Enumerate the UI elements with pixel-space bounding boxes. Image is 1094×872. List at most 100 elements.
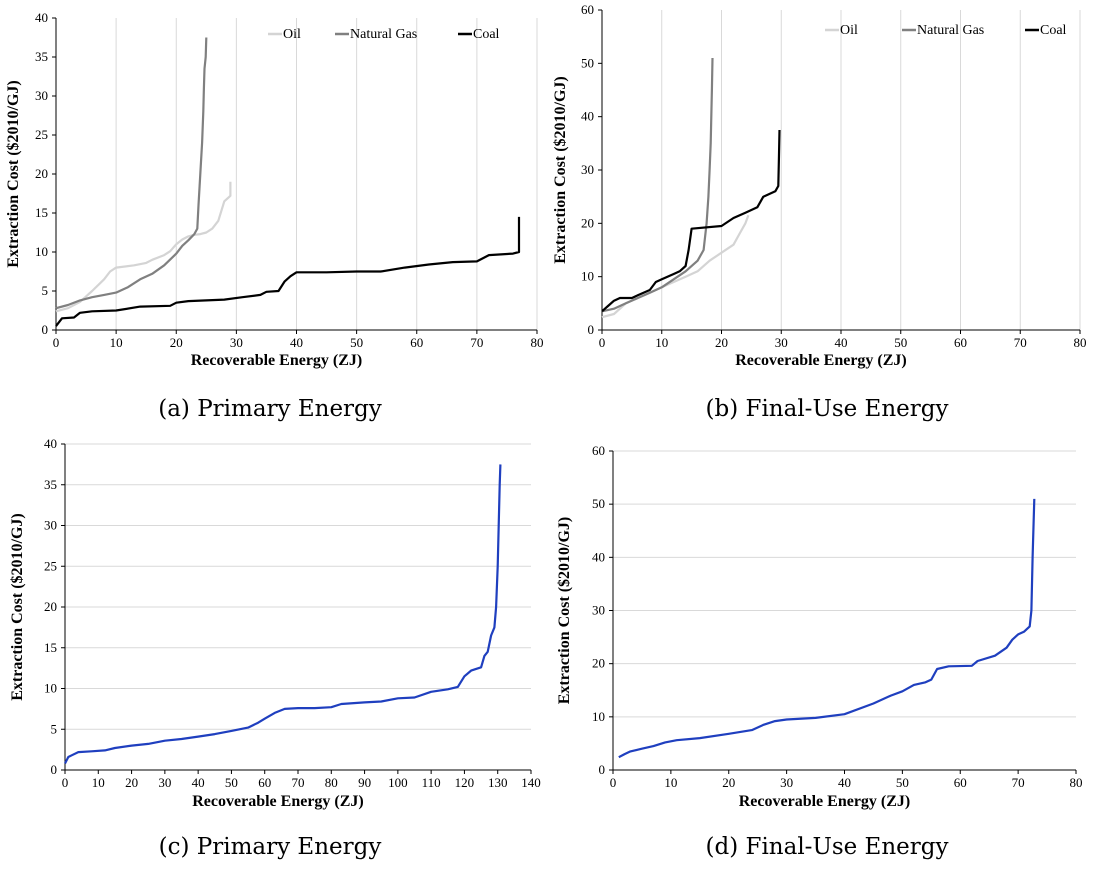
legend-label: Natural Gas	[350, 27, 417, 42]
y-tick-label: 35	[44, 477, 57, 492]
x-tick-label: 0	[53, 335, 60, 350]
caption-a: (a) Primary Energy	[158, 396, 382, 422]
x-tick-label: 120	[455, 775, 475, 790]
caption-c: (c) Primary Energy	[158, 834, 382, 860]
x-tick-label: 80	[325, 775, 338, 790]
y-tick-label: 10	[592, 709, 605, 724]
y-tick-label: 35	[35, 49, 48, 64]
y-tick-label: 0	[51, 762, 58, 777]
y-tick-label: 30	[581, 162, 594, 177]
x-tick-label: 90	[358, 775, 371, 790]
x-tick-label: 40	[290, 335, 303, 350]
x-axis-label: Recoverable Energy (ZJ)	[735, 352, 907, 369]
x-tick-label: 0	[62, 775, 69, 790]
caption-b: (b) Final-Use Energy	[705, 396, 949, 422]
y-tick-label: 20	[35, 166, 48, 181]
x-tick-label: 50	[225, 775, 238, 790]
chart-panel-c: 0 10 20 30 40 50 60 70 80 90 100 110 120 130 140 0 5 10 15…	[0, 436, 547, 826]
x-tick-label: 60	[258, 775, 271, 790]
series-line-natural-gas	[55, 37, 208, 310]
y-tick-label: 40	[581, 109, 594, 124]
x-tick-label: 110	[422, 775, 441, 790]
x-tick-label: 20	[715, 335, 728, 350]
caption-d: (d) Final-Use Energy	[705, 834, 949, 860]
x-tick-label: 0	[599, 335, 606, 350]
chart-svg-d: 0 10 20 30 40 50 60 70 80 0 10 20 30 40 50 60 Recoverabl…	[556, 443, 1083, 810]
x-tick-label: 0	[610, 775, 617, 790]
y-tick-label: 50	[592, 496, 605, 511]
x-tick-label: 70	[470, 335, 483, 350]
y-tick-label: 20	[592, 656, 605, 671]
y-tick-label: 30	[592, 603, 605, 618]
y-tick-label: 30	[35, 88, 48, 103]
chart-svg-a: 0 10 20 30 40 50 60 70 80 0 5 10 15 20 25 30 35 40 Recover…	[5, 10, 544, 369]
x-tick-label: 60	[954, 775, 967, 790]
y-tick-label: 50	[581, 55, 594, 70]
legend-label: Natural Gas	[917, 23, 984, 38]
chart-panel-d: 0 10 20 30 40 50 60 70 80 0 10 20 30 40 50 60 Recoverabl…	[547, 436, 1094, 826]
y-tick-label: 0	[599, 762, 606, 777]
x-tick-label: 60	[410, 335, 423, 350]
series-line	[618, 498, 1036, 759]
x-tick-label: 10	[655, 335, 668, 350]
x-tick-label: 40	[835, 335, 848, 350]
y-tick-label: 40	[35, 10, 48, 25]
x-tick-label: 10	[92, 775, 105, 790]
y-tick-label: 15	[44, 640, 57, 655]
x-tick-label: 80	[531, 335, 544, 350]
x-tick-label: 50	[894, 335, 907, 350]
y-tick-label: 5	[42, 283, 49, 298]
x-tick-label: 60	[954, 335, 967, 350]
legend-label: Coal	[473, 27, 500, 42]
x-tick-label: 20	[722, 775, 735, 790]
legend-label: Coal	[1040, 23, 1067, 38]
x-tick-label: 70	[1012, 775, 1025, 790]
series-line-coal	[601, 129, 781, 313]
y-tick-label: 30	[44, 518, 57, 533]
y-tick-label: 0	[588, 322, 595, 337]
y-tick-label: 40	[44, 436, 57, 451]
x-tick-label: 130	[488, 775, 508, 790]
y-axis-label: Extraction Cost ($2010/GJ)	[552, 76, 569, 264]
x-tick-label: 30	[775, 335, 788, 350]
x-tick-label: 30	[158, 775, 171, 790]
x-tick-label: 140	[521, 775, 541, 790]
x-tick-label: 10	[664, 775, 677, 790]
x-tick-label: 100	[388, 775, 408, 790]
x-tick-label: 70	[292, 775, 305, 790]
x-tick-label: 70	[1014, 335, 1027, 350]
y-tick-label: 10	[44, 681, 57, 696]
series-line-oil	[601, 214, 750, 319]
x-tick-label: 30	[780, 775, 793, 790]
x-tick-label: 40	[192, 775, 205, 790]
x-tick-label: 20	[125, 775, 138, 790]
x-tick-label: 20	[170, 335, 183, 350]
chart-svg-b: 0 10 20 30 40 50 60 70 80 0 10 20 30 40 50 60 Recoverabl…	[552, 2, 1087, 369]
x-tick-label: 40	[838, 775, 851, 790]
series-line-natural-gas	[601, 57, 714, 313]
x-tick-label: 50	[350, 335, 363, 350]
y-tick-label: 10	[581, 269, 594, 284]
x-tick-label: 30	[230, 335, 243, 350]
x-axis-label: Recoverable Energy (ZJ)	[192, 793, 364, 810]
x-tick-label: 50	[896, 775, 909, 790]
series-line-coal	[55, 216, 521, 327]
y-tick-label: 5	[51, 721, 58, 736]
chart-panel-b: 0 10 20 30 40 50 60 70 80 0 10 20 30 40 50 60 Recoverabl…	[547, 0, 1094, 392]
y-tick-label: 20	[44, 599, 57, 614]
x-tick-label: 80	[1074, 335, 1087, 350]
y-axis-label: Extraction Cost ($2010/GJ)	[556, 517, 573, 705]
x-axis-label: Recoverable Energy (ZJ)	[191, 352, 363, 369]
x-tick-label: 10	[110, 335, 123, 350]
x-tick-label: 80	[1070, 775, 1083, 790]
y-tick-label: 25	[44, 558, 57, 573]
y-tick-label: 0	[42, 322, 49, 337]
y-tick-label: 20	[581, 215, 594, 230]
y-tick-label: 10	[35, 244, 48, 259]
y-tick-label: 40	[592, 549, 605, 564]
chart-panel-a: 0 10 20 30 40 50 60 70 80 0 5 10 15 20 25 30 35 40 Recover…	[0, 0, 547, 392]
series-line	[64, 464, 502, 764]
x-axis-label: Recoverable Energy (ZJ)	[739, 793, 911, 810]
y-tick-label: 25	[35, 127, 48, 142]
legend-label: Oil	[283, 27, 301, 42]
